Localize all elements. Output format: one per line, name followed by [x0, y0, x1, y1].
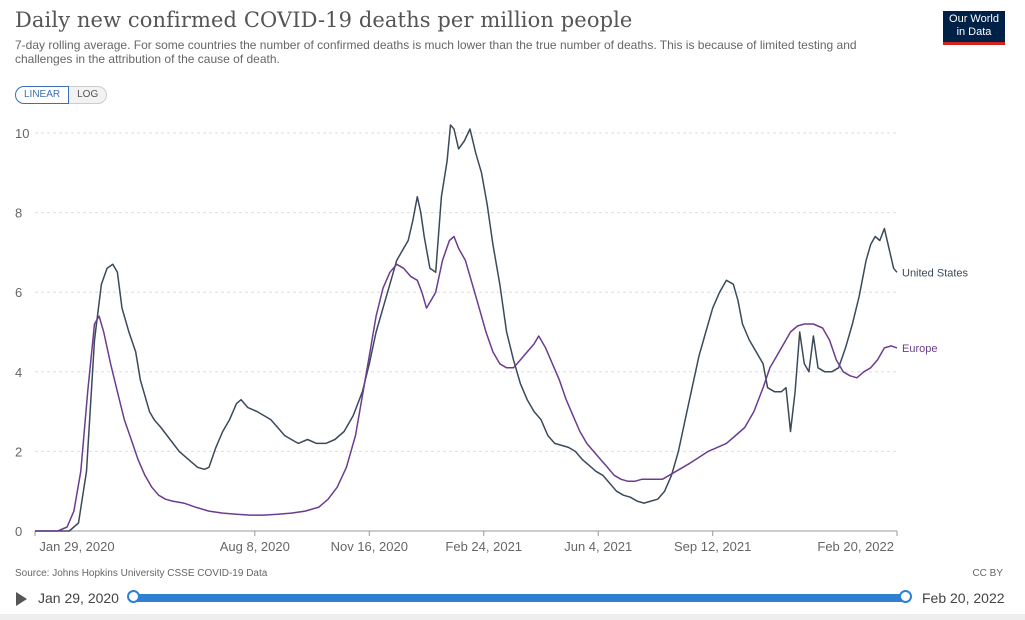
y-tick-label: 10: [15, 126, 29, 141]
x-tick-label: Jan 29, 2020: [39, 539, 114, 554]
timeline-track[interactable]: [134, 594, 906, 602]
scale-toggle: LINEAR LOG: [15, 86, 108, 104]
logo-line-2: in Data: [956, 26, 992, 38]
owid-logo[interactable]: Our World in Data: [943, 11, 1005, 45]
series-line-united-states[interactable]: [35, 124, 898, 532]
x-tick-label: Sep 12, 2021: [674, 539, 751, 554]
series-lines: [35, 124, 898, 532]
y-axis-ticks: 0 2 4 6 8 10: [15, 126, 29, 539]
series-line-europe[interactable]: [35, 235, 898, 532]
logo-line-1: Our World: [949, 13, 999, 25]
timeline-end-label: Feb 20, 2022: [922, 590, 1005, 606]
y-tick-label: 6: [15, 285, 22, 300]
x-tick-label: Nov 16, 2020: [331, 539, 408, 554]
log-scale-button[interactable]: LOG: [69, 86, 108, 104]
x-tick-label: Aug 8, 2020: [220, 539, 290, 554]
timeline-end-handle[interactable]: [899, 590, 912, 603]
play-icon[interactable]: [16, 592, 27, 606]
linear-scale-button[interactable]: LINEAR: [15, 86, 70, 104]
y-tick-label: 0: [15, 524, 22, 539]
x-tick-label: Feb 24, 2021: [445, 539, 522, 554]
y-tick-label: 8: [15, 206, 22, 221]
timeline-start-handle[interactable]: [127, 590, 140, 603]
x-tick-label: Feb 20, 2022: [817, 539, 894, 554]
series-label-europe[interactable]: Europe: [902, 343, 937, 355]
chart-title: Daily new confirmed COVID-19 deaths per …: [15, 8, 633, 32]
chart-subtitle: 7-day rolling average. For some countrie…: [15, 38, 857, 66]
series-label-united-states[interactable]: United States: [902, 267, 969, 279]
grid-lines: [35, 132, 897, 452]
y-tick-label: 2: [15, 444, 22, 459]
x-tick-label: Jun 4, 2021: [564, 539, 632, 554]
timeline-start-label: Jan 29, 2020: [38, 590, 119, 606]
series-labels: United States Europe: [902, 267, 969, 355]
license-link[interactable]: CC BY: [972, 568, 1003, 579]
source-note[interactable]: Source: Johns Hopkins University CSSE CO…: [15, 568, 268, 579]
x-axis-ticks: Jan 29, 2020 Aug 8, 2020 Nov 16, 2020 Feb 2…: [34, 531, 898, 554]
bottom-bar: [0, 614, 1025, 620]
y-tick-label: 4: [15, 365, 22, 380]
